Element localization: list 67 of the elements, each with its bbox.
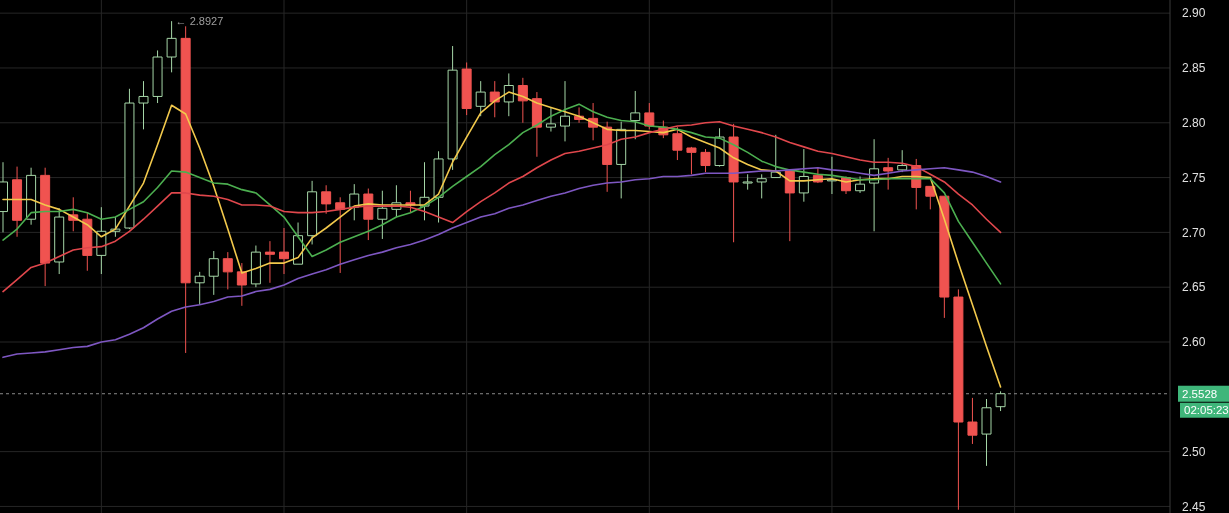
- candlestick: [54, 207, 65, 275]
- candlestick: [124, 88, 135, 230]
- candlestick: [26, 167, 37, 226]
- candlestick: [967, 397, 978, 445]
- candlestick: [925, 185, 936, 210]
- candlestick: [630, 90, 641, 140]
- y-tick-label: 2.45: [1182, 499, 1206, 513]
- candlestick: [82, 212, 93, 272]
- candlestick: [517, 77, 528, 124]
- line-series: [2, 91, 1002, 388]
- candlestick: [180, 25, 191, 354]
- candlestick: [995, 390, 1006, 412]
- y-tick-label: 2.70: [1182, 225, 1206, 240]
- candlestick: [208, 250, 219, 296]
- candlestick: [953, 288, 964, 511]
- candlestick: [686, 146, 697, 175]
- candlestick: [377, 190, 388, 240]
- candlestick: [883, 157, 894, 191]
- candlestick: [152, 49, 163, 104]
- candlestick: [798, 148, 809, 203]
- candlestick: [12, 166, 23, 238]
- candlestick: [855, 175, 866, 194]
- y-tick-label: 2.75: [1182, 170, 1206, 185]
- candlestick: [644, 102, 655, 130]
- y-tick-label: 2.60: [1182, 335, 1206, 350]
- annotation: ← 2.8927: [175, 15, 224, 28]
- candlestick: [826, 156, 837, 195]
- candlestick: [461, 61, 472, 116]
- candlestick: [349, 183, 360, 221]
- y-tick-label: 2.65: [1182, 280, 1206, 295]
- candlestick: [321, 184, 332, 215]
- candlestick: [335, 196, 346, 274]
- candlestick: [264, 240, 275, 284]
- candlestick: [250, 245, 261, 288]
- line-series: [2, 166, 1002, 359]
- candlestick: [279, 227, 289, 275]
- candlestick: [939, 195, 950, 319]
- candlestick: [475, 80, 486, 117]
- candlestick: [602, 121, 613, 193]
- candlestick: [503, 72, 514, 117]
- candlestick: [138, 80, 149, 130]
- candlestick: [489, 80, 500, 118]
- y-tick-label: 2.90: [1182, 6, 1206, 21]
- text: 02:05:23: [1184, 404, 1229, 417]
- candlestick: [166, 20, 177, 73]
- candlestick: [40, 167, 51, 287]
- candlestick: [616, 121, 627, 199]
- candlestick: [545, 106, 556, 133]
- y-tick-label: 2.50: [1182, 444, 1206, 459]
- candlestick: [784, 169, 795, 242]
- y-tick-label: 2.80: [1182, 115, 1206, 130]
- candlestick: [672, 126, 683, 161]
- candlestick: [981, 398, 992, 467]
- candlestick: [700, 148, 711, 173]
- candlestick: [433, 150, 444, 224]
- candlestick: [307, 180, 318, 245]
- candlestick: [897, 149, 908, 173]
- ref-line-label: 2.5528: [1182, 387, 1218, 400]
- candlestick: [770, 134, 781, 179]
- candlestick: [742, 173, 753, 191]
- candlestick: [194, 271, 205, 306]
- candlestick: [236, 262, 247, 307]
- candlestick: [756, 173, 767, 199]
- y-tick-label: 2.85: [1182, 61, 1206, 76]
- candlestick: [447, 45, 458, 171]
- candlestick: [222, 251, 233, 290]
- candlestick: [560, 80, 570, 142]
